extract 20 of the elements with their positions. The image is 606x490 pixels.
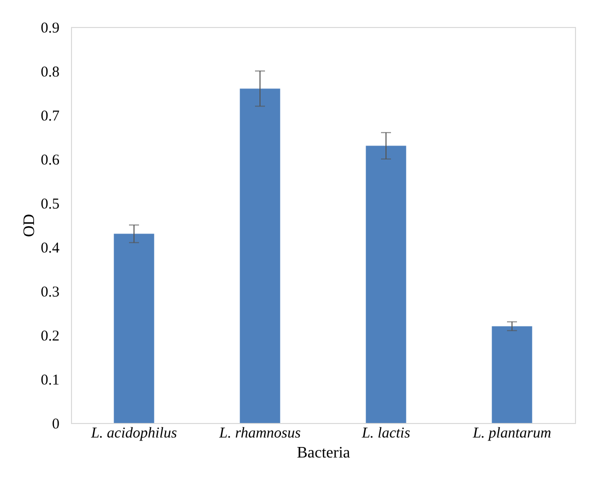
- bar: [114, 234, 154, 423]
- y-tick-label: 0.2: [40, 328, 60, 344]
- x-tick-label: L. plantarum: [472, 426, 552, 442]
- y-tick-label: 0.6: [40, 152, 60, 168]
- bar: [240, 88, 280, 423]
- y-tick-label: 0.4: [40, 240, 60, 256]
- y-tick-label: 0.7: [40, 108, 60, 124]
- y-tick-label: 0.8: [40, 64, 60, 80]
- y-axis-title: OD: [20, 214, 38, 238]
- y-tick-label: 0.1: [40, 372, 60, 388]
- bar: [366, 146, 406, 423]
- bar: [492, 326, 532, 423]
- y-tick-label: 0: [52, 416, 60, 432]
- x-axis-title: Bacteria: [296, 444, 350, 462]
- y-tick-label: 0.9: [40, 20, 60, 36]
- x-tick-label: L. lactis: [360, 426, 410, 442]
- y-tick-label: 0.5: [40, 196, 60, 212]
- x-tick-label: L. rhamnosus: [218, 426, 301, 442]
- x-tick-label: L. acidophilus: [90, 426, 178, 442]
- y-tick-label: 0.3: [40, 284, 60, 300]
